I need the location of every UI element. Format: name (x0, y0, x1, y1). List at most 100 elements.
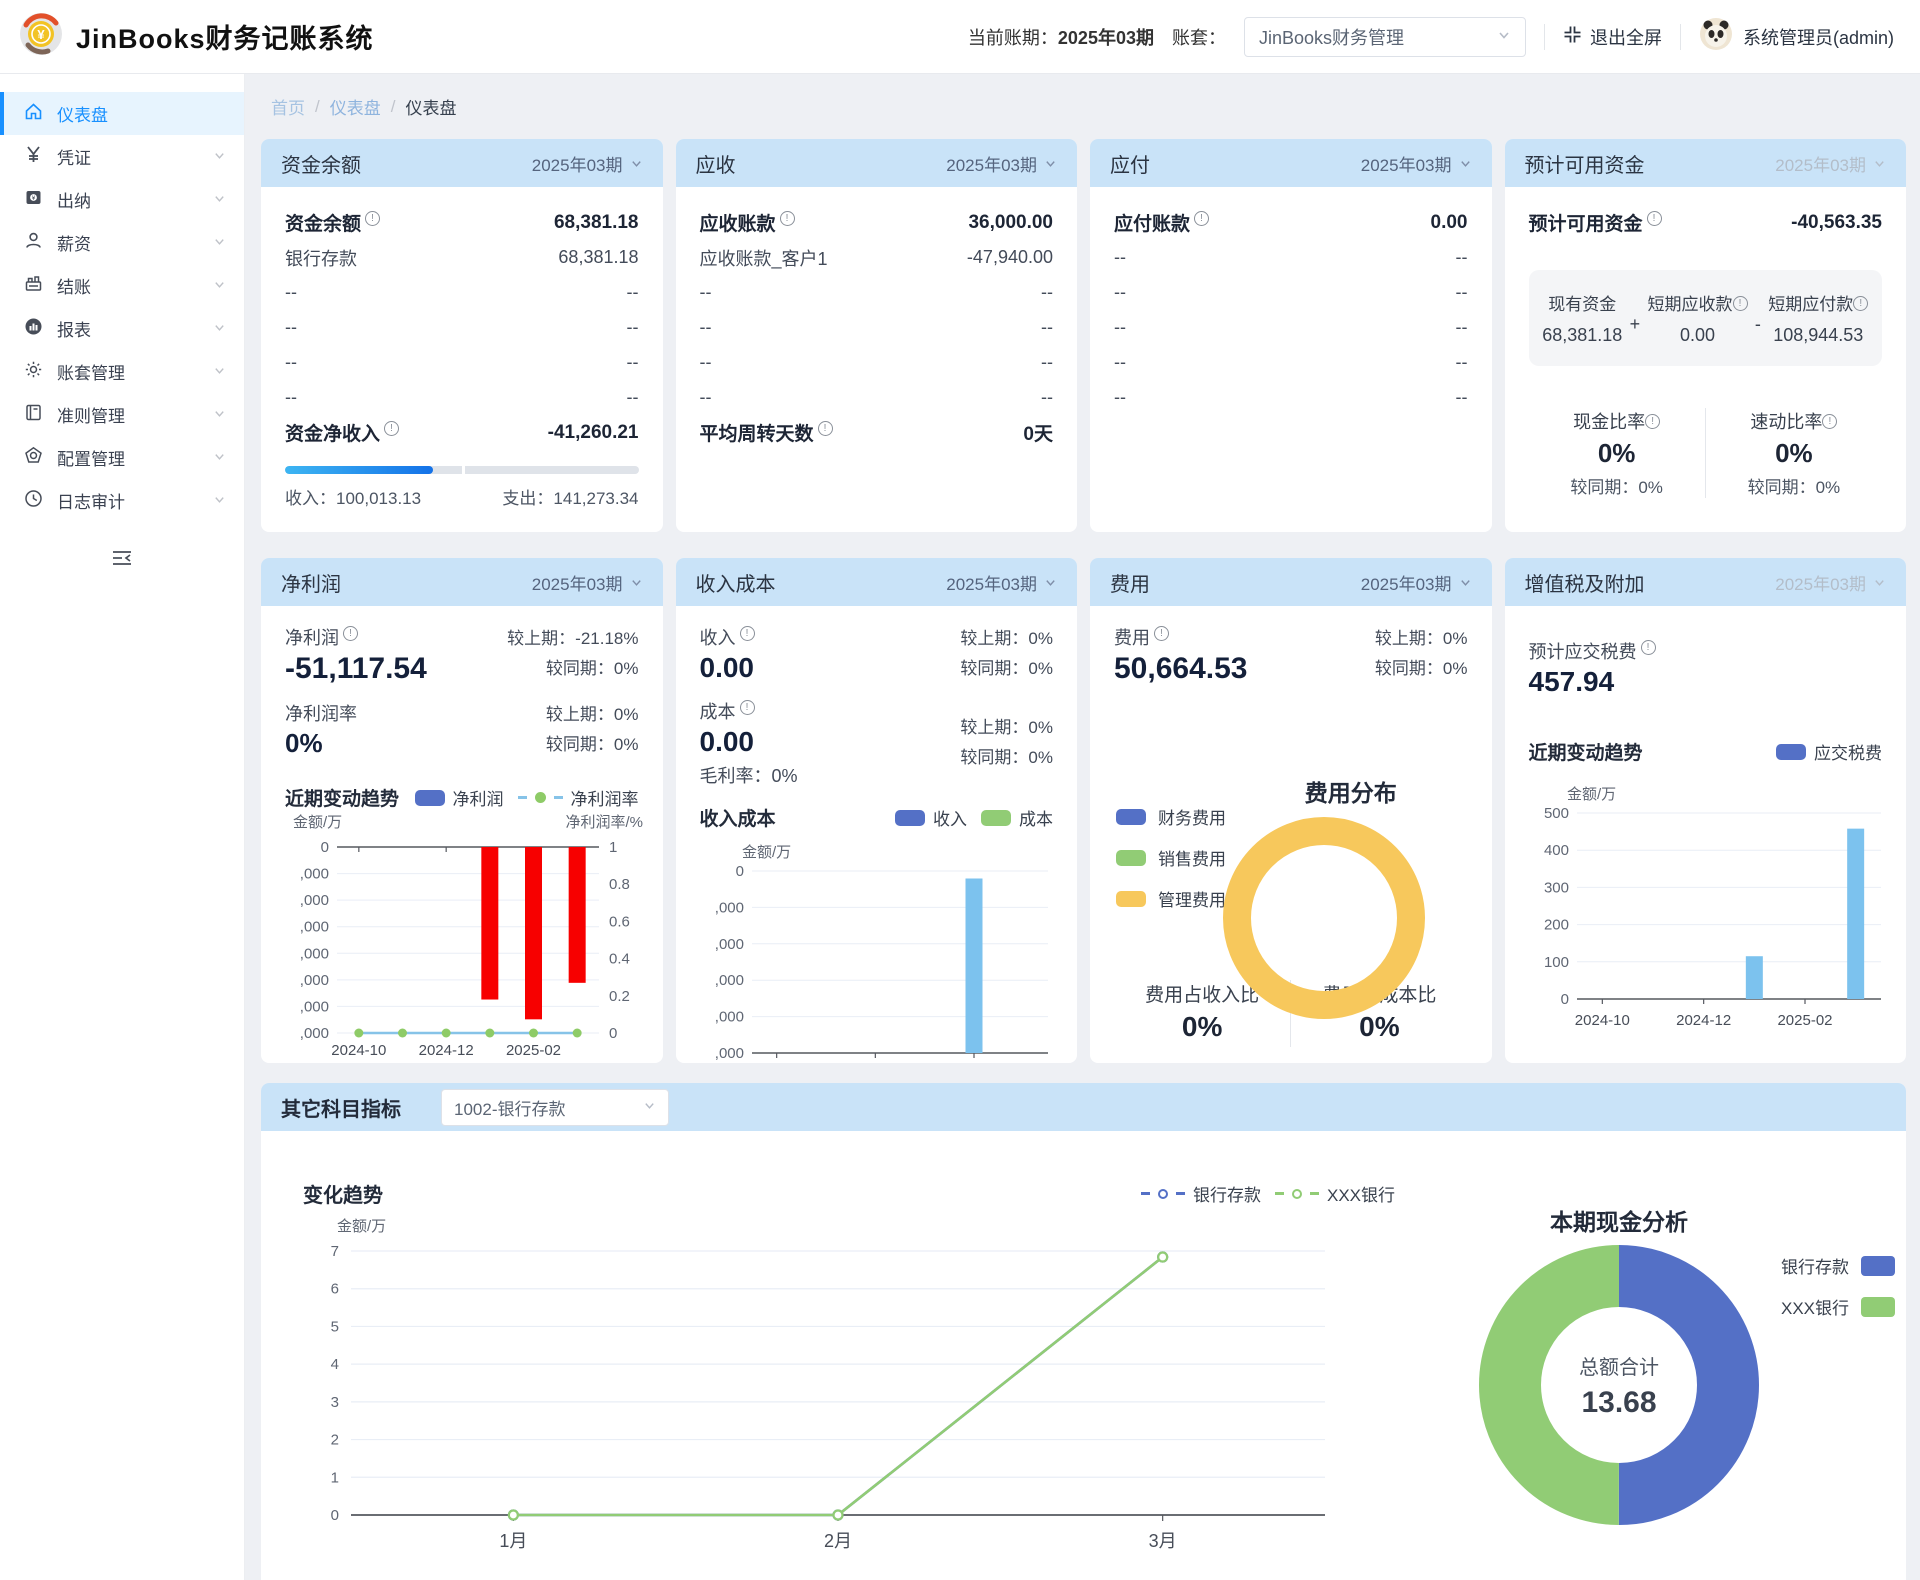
svg-text:0: 0 (1560, 991, 1568, 1008)
period-selector[interactable]: 2025年03期 (1361, 151, 1472, 176)
svg-text:,000: ,000 (714, 936, 743, 953)
list-item: 银行存款 68,381.18 (285, 247, 639, 269)
card-title: 收入成本 (695, 573, 776, 596)
collapse-sidebar-icon[interactable] (111, 548, 133, 573)
info-icon[interactable]: ! (739, 625, 755, 641)
svg-text:1: 1 (331, 1469, 339, 1486)
list-item: -- -- (285, 282, 639, 302)
sidebar-item-cashier[interactable]: ¥ 出纳 (0, 178, 244, 221)
list-item: -- -- (1114, 282, 1468, 302)
chevron-down-icon (213, 448, 226, 468)
svg-text:2024-10: 2024-10 (749, 1062, 804, 1063)
sidebar-item-config[interactable]: 配置管理 (0, 436, 244, 479)
legend-xxx-bank[interactable]: XXX银行 (1781, 1294, 1896, 1319)
chevron-down-icon (643, 1097, 656, 1117)
legend-net-profit-rate[interactable]: 净利润率 (517, 785, 639, 810)
legend-finance-fee[interactable]: 财务费用 (1116, 804, 1226, 829)
legend-selling-fee[interactable]: 销售费用 (1116, 845, 1226, 870)
svg-text:400: 400 (1543, 842, 1568, 859)
svg-text:,000: ,000 (300, 1025, 329, 1042)
svg-text:金额/万: 金额/万 (1567, 786, 1616, 803)
list-item: -- -- (1114, 317, 1468, 337)
svg-text:0.2: 0.2 (609, 988, 630, 1005)
info-icon[interactable]: ! (1732, 296, 1748, 311)
info-icon[interactable]: ! (1194, 211, 1210, 226)
breadcrumb-section[interactable]: 仪表盘 (329, 99, 381, 118)
info-icon[interactable]: ! (1646, 211, 1662, 226)
card-net-profit: 净利润 2025年03期 净利润! -51,117.54 较上期：-21.18%… (261, 558, 663, 1063)
user-menu[interactable]: 系统管理员(admin) (1699, 17, 1894, 56)
info-icon[interactable]: ! (384, 421, 400, 436)
period-selector[interactable]: 2025年03期 (946, 570, 1057, 595)
exit-fullscreen-button[interactable]: 退出全屏 (1563, 24, 1662, 50)
net-profit-rate: 0% (285, 728, 323, 758)
subject-select[interactable]: 1002-银行存款 (441, 1088, 669, 1126)
svg-text:3月: 3月 (1149, 1531, 1177, 1551)
legend-bank-deposit[interactable]: 银行存款 (1781, 1253, 1896, 1278)
subject-select-value: 1002-银行存款 (454, 1099, 566, 1119)
legend-income[interactable]: 收入 (895, 805, 967, 830)
list-item: -- -- (1114, 247, 1468, 267)
expense-total: 支出：141,273.34 (502, 489, 639, 508)
sidebar-item-payroll[interactable]: 薪资 (0, 221, 244, 264)
section-title: 其它科目指标 (281, 1098, 401, 1121)
list-item: -- -- (699, 387, 1054, 407)
chevron-down-icon (213, 319, 226, 339)
period-selector[interactable]: 2025年03期 (532, 151, 643, 176)
info-icon[interactable]: ! (343, 625, 358, 641)
svg-text:2月: 2月 (824, 1531, 852, 1551)
avatar (1699, 17, 1733, 56)
sidebar-item-audit-log[interactable]: 日志审计 (0, 479, 244, 522)
svg-text:0: 0 (609, 1025, 617, 1042)
chevron-down-icon (213, 147, 226, 167)
sidebar-item-reports[interactable]: 报表 (0, 307, 244, 350)
chart-fee-donut (1219, 816, 1429, 1027)
period-selector[interactable]: 2025年03期 (1775, 151, 1886, 176)
svg-text:0: 0 (331, 1507, 339, 1524)
svg-text:,000: ,000 (714, 1045, 743, 1062)
info-icon[interactable]: ! (1853, 296, 1869, 311)
top-header: ¥ JinBooks财务记账系统 当前账期：2025年03期 账套： JinBo… (0, 0, 1920, 74)
account-set-select[interactable]: JinBooks财务管理 (1243, 16, 1526, 57)
legend-tax[interactable]: 应交税费 (1776, 739, 1882, 764)
home-icon (24, 102, 43, 126)
chart-tax-trend: 金额/万 500 400 300 200 100 0 2024-10 2024-12 2025-0… (1529, 783, 1883, 1038)
sidebar-item-standards[interactable]: 准则管理 (0, 393, 244, 436)
sidebar-item-account-sets[interactable]: 账套管理 (0, 350, 244, 393)
legend-admin-fee[interactable]: 管理费用 (1116, 886, 1226, 911)
period-selector[interactable]: 2025年03期 (1775, 570, 1886, 595)
period-selector[interactable]: 2025年03期 (1361, 570, 1472, 595)
cost-value: 0.00 (699, 726, 755, 757)
safe-icon: ¥ (24, 188, 43, 212)
sidebar: 仪表盘 凭证 ¥ 出纳 薪资 结账 报表 账套管理 准则管理 配置管理 (0, 74, 245, 1580)
period-selector[interactable]: 2025年03期 (946, 151, 1057, 176)
legend-bank-deposit[interactable]: 银行存款 (1141, 1181, 1261, 1206)
info-icon[interactable]: ! (1822, 414, 1838, 429)
list-item: 应收账款_客户1 -47,940.00 (699, 247, 1054, 269)
legend-xxx-bank[interactable]: XXX银行 (1275, 1181, 1395, 1206)
svg-text:2025-02: 2025-02 (1777, 1012, 1832, 1029)
svg-text:,000: ,000 (714, 972, 743, 989)
info-icon[interactable]: ! (365, 211, 381, 226)
svg-text:0: 0 (321, 839, 329, 856)
info-icon[interactable]: ! (779, 211, 795, 226)
info-icon[interactable]: ! (1154, 625, 1169, 641)
info-icon[interactable]: ! (817, 421, 833, 436)
chevron-down-icon (213, 362, 226, 382)
info-icon[interactable]: ! (739, 699, 755, 715)
breadcrumb-home[interactable]: 首页 (271, 99, 305, 118)
net-profit-value: -51,117.54 (285, 652, 427, 685)
info-icon[interactable]: ! (1645, 414, 1661, 429)
info-icon[interactable]: ! (1640, 639, 1656, 655)
svg-text:2025-02: 2025-02 (946, 1062, 1001, 1063)
card-funds-balance: 资金余额 2025年03期 资金余额! 68,381.18 银行存款 68,381.… (261, 139, 663, 532)
legend-cost[interactable]: 成本 (981, 805, 1053, 830)
legend-net-profit[interactable]: 净利润 (414, 785, 504, 810)
breadcrumb: 首页 / 仪表盘 / 仪表盘 (271, 94, 1906, 119)
sidebar-item-dashboard[interactable]: 仪表盘 (0, 92, 244, 135)
sidebar-item-closing[interactable]: 结账 (0, 264, 244, 307)
period-selector[interactable]: 2025年03期 (532, 570, 643, 595)
sidebar-item-voucher[interactable]: 凭证 (0, 135, 244, 178)
chart-income-cost-trend: 金额/万 0 ,000 ,000 ,000 ,000 ,000 2024-10 2024-12 2… (700, 831, 1054, 1063)
fee-to-income-ratio: 费用占收入比 0% (1145, 985, 1260, 1042)
